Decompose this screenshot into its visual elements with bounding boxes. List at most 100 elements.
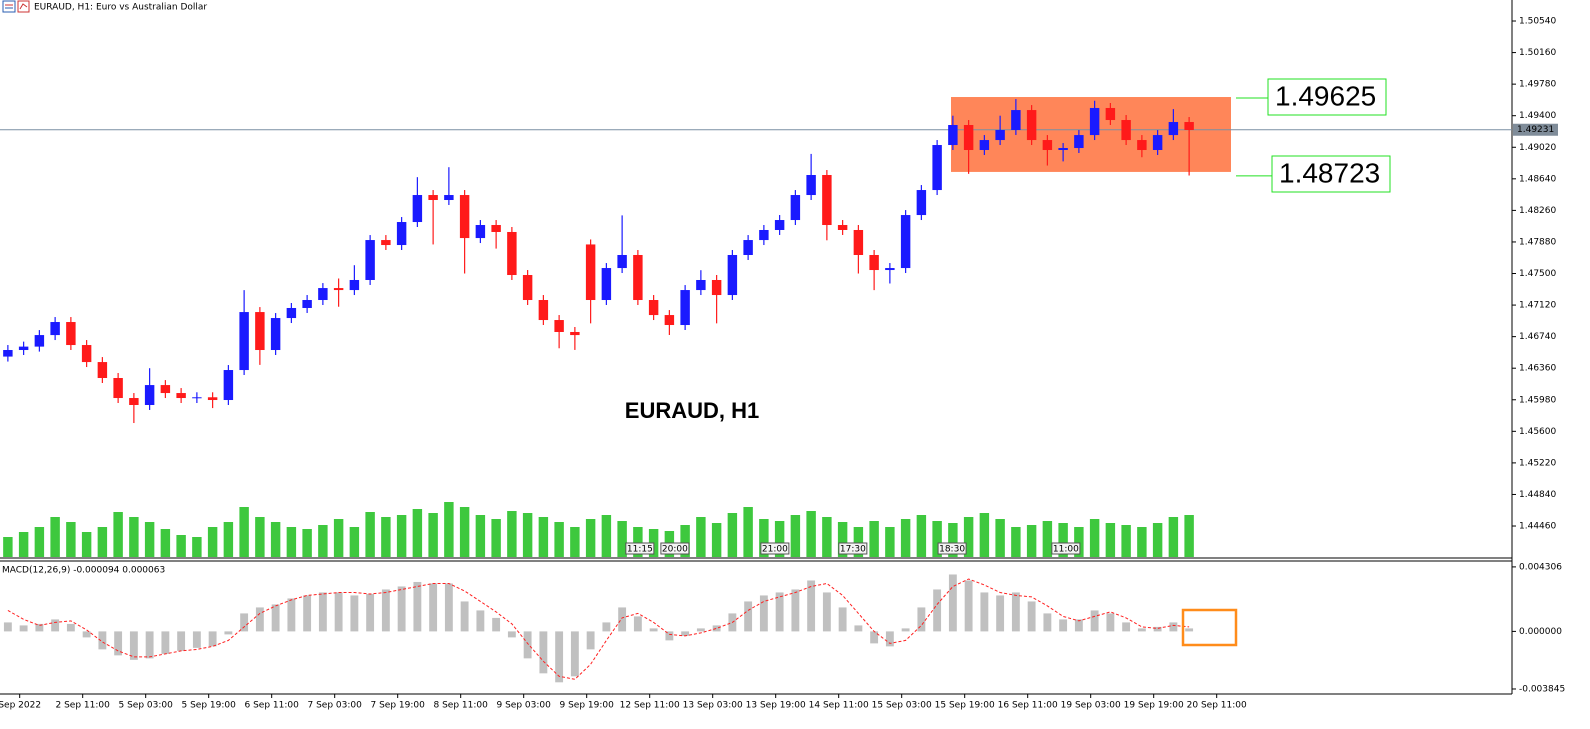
macd-histogram-bar [681,631,690,636]
candle-body [1168,122,1179,136]
macd-histogram-bar [791,589,800,632]
candle-body [18,346,29,351]
volume-bar [129,517,139,557]
candle-body [1105,107,1116,121]
macd-histogram-bar [1122,622,1131,632]
candle-body [837,225,848,230]
x-tick-label: 12 Sep 11:00 [620,701,680,711]
macd-histogram-bar [901,628,910,632]
candle-body [396,222,407,246]
volume-bar [585,519,596,557]
macd-y-tick-label: 0.004306 [1519,562,1562,572]
macd-histogram-bar [523,631,532,659]
macd-histogram-bar [492,617,501,632]
volume-bar [3,537,13,557]
volume-bar [97,527,108,557]
macd-histogram-bar [114,631,123,656]
macd-histogram-bar [51,619,60,632]
macd-histogram-bar [145,631,154,659]
candle-body [207,397,218,401]
symbol-icon [2,0,30,13]
candle-body [1121,120,1131,141]
volume-bar [601,515,612,557]
macd-histogram-bar [444,583,453,632]
candle-body [554,320,564,332]
macd-histogram-bar [696,628,705,632]
volume-bar [113,512,123,557]
candle-body [286,307,297,319]
candle-body [963,125,974,151]
candle-body [192,397,202,399]
volume-bar [1011,527,1021,557]
macd-histogram-bar [948,574,957,632]
x-tick-label: Sep 2022 [0,701,41,711]
macd-histogram-bar [429,583,438,632]
macd-histogram-bar [98,631,107,650]
volume-bar [759,519,769,557]
macd-histogram-bar [1074,619,1083,632]
macd-histogram-bar [397,586,406,632]
x-tick-label: 15 Sep 19:00 [935,701,995,711]
candle-body [412,195,423,223]
volume-bar [617,521,627,557]
x-tick-label: 9 Sep 03:00 [497,701,552,711]
macd-histogram-bar [192,631,201,648]
current-price-label: 1.49231 [1517,125,1554,135]
y-tick-label: 1.48640 [1519,174,1556,184]
candle-body [822,175,832,226]
y-tick-label: 1.49400 [1519,111,1556,121]
volume-bar [885,527,895,557]
event-label: 11:15 [627,545,653,555]
macd-histogram-bar [712,625,721,632]
macd-histogram-bar [82,631,91,638]
macd-highlight [1181,608,1238,647]
volume-bar [223,522,234,557]
volume-bar [160,529,171,557]
level-label: 1.49625 [1275,80,1376,111]
volume-bar [900,519,911,557]
y-tick-label: 1.48260 [1519,206,1556,216]
macd-title: MACD(12,26,9) -0.000094 0.000063 [2,566,165,576]
volume-bar [144,522,155,557]
macd-histogram-bar [885,631,894,647]
x-tick-label: 14 Sep 11:00 [809,701,869,711]
macd-histogram-bar [350,595,359,632]
volume-bar [680,525,690,557]
y-tick-label: 1.44840 [1519,490,1556,500]
macd-histogram-bar [555,631,564,683]
volume-bar [916,515,927,557]
macd-histogram-bar [413,581,422,632]
volume-bar [50,517,60,557]
x-tick-label: 5 Sep 03:00 [119,701,174,711]
macd-histogram-bar [980,592,989,632]
candle-body [664,315,675,326]
macd-histogram-bar [1137,628,1146,632]
macd-histogram-bar [366,593,375,632]
macd-histogram-bar [838,607,847,632]
candle-body [333,288,344,291]
candle-body [617,254,627,269]
volume-bar [727,513,738,557]
volume-bar [318,525,328,557]
macd-histogram-bar [19,625,28,632]
macd-histogram-bar [870,631,879,644]
candle-body [1026,110,1037,141]
x-tick-label: 15 Sep 03:00 [872,701,932,711]
candle-body [1074,135,1084,149]
macd-histogram-bar [1185,628,1194,632]
volume-bar [979,513,990,557]
volume-bar [18,532,29,557]
volume-bar [66,522,76,557]
candle-body [129,398,139,406]
candle-body [743,240,753,255]
candle-body [711,279,722,296]
macd-histogram-bar [208,631,217,647]
candle-body [491,225,501,232]
macd-histogram-bar [649,628,658,632]
candle-body [365,240,375,280]
event-label: 20:00 [662,545,688,555]
volume-bar [255,517,265,557]
y-tick-label: 1.50160 [1519,48,1556,58]
macd-signal-line [7,578,1190,680]
volume-bar [270,522,281,557]
